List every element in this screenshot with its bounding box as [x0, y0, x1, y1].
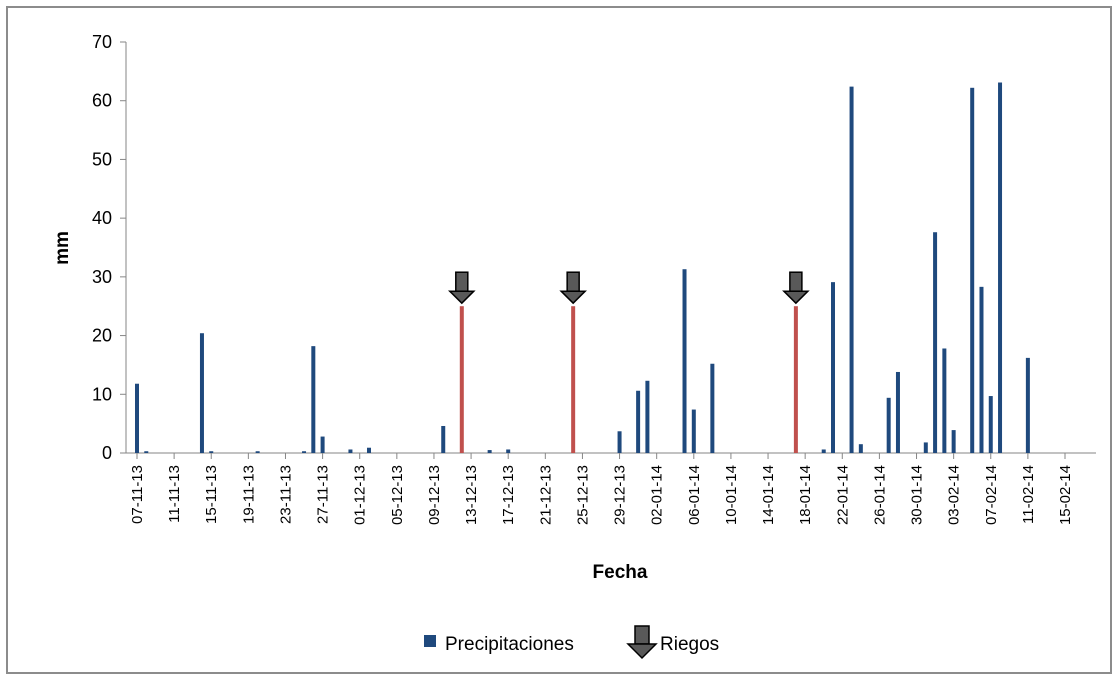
irrigation-arrow-icon [447, 271, 476, 305]
x-tick-label: 07-02-14 [983, 465, 1000, 525]
x-tick-label: 13-12-13 [463, 465, 480, 525]
x-tick-label: 05-12-13 [389, 465, 406, 525]
irrigation-bar [793, 306, 798, 453]
x-tick-label: 23-11-13 [277, 465, 294, 524]
precipitation-bar [320, 436, 325, 453]
precipitation-bar [691, 409, 696, 453]
y-tick-label: 30 [92, 267, 112, 287]
x-tick-label: 18-01-14 [797, 465, 814, 525]
x-tick-label: 29-12-13 [612, 465, 629, 525]
precipitation-bar [923, 442, 928, 453]
x-tick-label: 11-02-14 [1020, 465, 1037, 524]
x-axis-title: Fecha [593, 562, 648, 583]
x-tick-label: 30-01-14 [909, 465, 926, 525]
precipitation-bar [821, 449, 826, 453]
y-tick-label: 0 [102, 443, 112, 463]
y-tick-label: 50 [92, 149, 112, 169]
precipitation-bar [979, 286, 984, 453]
irrigation-bar [571, 306, 576, 453]
x-tick-label: 17-12-13 [500, 465, 517, 525]
precipitation-bar [998, 82, 1003, 453]
y-tick-label: 60 [92, 91, 112, 111]
legend-arrow-icon [626, 625, 658, 660]
precipitation-bar [951, 430, 956, 453]
precipitation-bar [255, 451, 260, 453]
precipitation-bar [933, 232, 938, 453]
x-tick-label: 15-11-13 [203, 465, 220, 524]
y-tick-label: 10 [92, 384, 112, 404]
irrigation-arrow-icon [782, 271, 810, 305]
legend-label-riegos: Riegos [660, 634, 719, 655]
precipitation-bar [506, 449, 511, 453]
precipitation-bar [311, 346, 316, 453]
bars [135, 82, 1030, 454]
x-tick-label: 07-11-13 [129, 465, 146, 524]
precipitation-bar [988, 396, 993, 453]
chart-frame [6, 6, 1112, 674]
irrigation-bar [459, 306, 464, 453]
precipitation-bar [487, 450, 492, 453]
x-tick-label: 01-12-13 [352, 465, 369, 525]
precipitation-bar [970, 87, 975, 454]
precipitation-bar [209, 451, 214, 453]
x-tick-label: 22-01-14 [834, 465, 851, 525]
y-axis: 0 10 20 30 40 50 60 70 [92, 32, 127, 463]
precipitation-bar [1025, 357, 1030, 453]
legend-swatch-precipitaciones [424, 635, 436, 647]
precipitation-bar [348, 449, 353, 453]
irrigation-arrow-icon [559, 271, 587, 305]
precipitation-bar [199, 333, 204, 453]
x-tick-label: 25-12-13 [574, 465, 591, 525]
precipitation-bar [895, 371, 900, 453]
precipitation-bar [645, 380, 650, 453]
precipitation-bar [710, 363, 715, 453]
x-tick-label: 27-11-13 [315, 465, 332, 524]
x-tick-label: 02-01-14 [649, 465, 666, 525]
y-tick-label: 70 [92, 32, 112, 52]
x-tick-label: 19-11-13 [240, 465, 257, 524]
precipitation-bar [858, 444, 863, 453]
precipitation-bar [849, 86, 854, 454]
x-tick-label: 15-02-14 [1057, 465, 1074, 525]
x-tick-label: 26-01-14 [871, 465, 888, 525]
precipitation-bar [441, 425, 446, 453]
precipitation-bar [135, 383, 139, 453]
legend: Precipitaciones Riegos [424, 625, 719, 660]
precipitation-bar [636, 390, 641, 453]
legend-label-precipitaciones: Precipitaciones [445, 634, 574, 655]
x-tick-label: 14-01-14 [760, 465, 777, 525]
precipitation-bar [367, 447, 371, 453]
x-tick-label: 03-02-14 [946, 465, 963, 525]
x-tick-label: 06-01-14 [686, 465, 703, 525]
x-tick-label: 10-01-14 [723, 465, 740, 525]
precipitation-bar [682, 269, 687, 453]
arrows [447, 271, 810, 305]
precipitation-bar [886, 397, 891, 453]
y-tick-label: 40 [92, 208, 112, 228]
precipitation-bar [144, 451, 149, 453]
y-axis-title: mm [52, 231, 73, 265]
y-tick-label: 20 [92, 326, 112, 346]
precipitation-bar [302, 451, 307, 453]
precipitation-bar [617, 431, 622, 453]
precipitation-bar [831, 282, 835, 453]
x-tick-label: 09-12-13 [426, 465, 443, 525]
precipitation-bar [942, 348, 947, 453]
x-tick-label: 11-11-13 [166, 465, 183, 523]
x-axis: 07-11-13 11-11-13 15-11-13 19-11-13 23-11-13… [126, 452, 1096, 525]
x-tick-label: 21-12-13 [537, 465, 554, 525]
